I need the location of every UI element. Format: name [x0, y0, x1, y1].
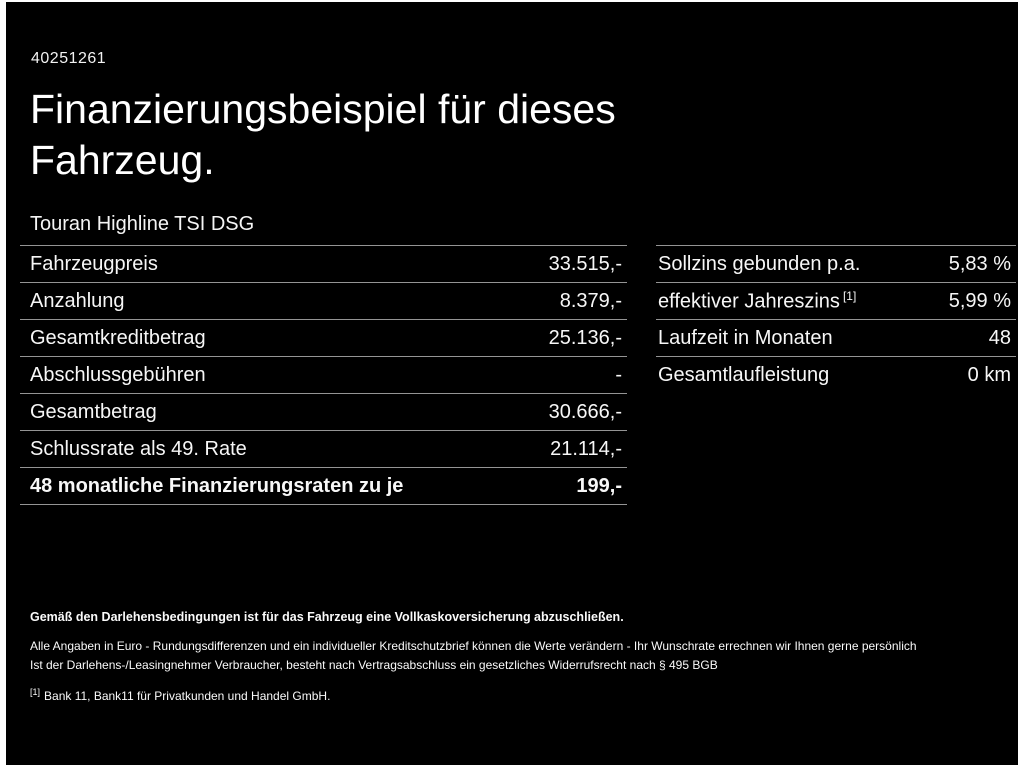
row-value: 0 km: [967, 363, 1011, 386]
table-row-gesamtbetrag: Gesamtbetrag 30.666,-: [20, 393, 627, 430]
row-value: 48: [988, 326, 1011, 349]
table-row-fahrzeugpreis: Fahrzeugpreis 33.515,-: [20, 245, 627, 282]
row-label: Laufzeit in Monaten: [658, 326, 833, 349]
finance-table-right: Sollzins gebunden p.a. 5,83 % effektiver…: [656, 245, 1016, 393]
row-label: effektiver Jahreszins [1]: [658, 288, 857, 313]
row-value: 5,99 %: [948, 289, 1011, 312]
vehicle-model: Touran Highline TSI DSG: [30, 213, 255, 235]
footnote-marker: [1]: [30, 687, 41, 697]
footnote-marker: [1]: [842, 288, 857, 303]
finance-example-page: 40251261 Finanzierungsbeispiel für diese…: [6, 2, 1018, 765]
table-row-anzahlung: Anzahlung 8.379,-: [20, 282, 627, 319]
footer-insurance-note: Gemäß den Darlehensbedingungen ist für d…: [30, 610, 624, 624]
row-value: 25.136,-: [548, 326, 622, 349]
table-row-laufzeit: Laufzeit in Monaten 48: [656, 319, 1016, 356]
table-row-monatliche-rate: 48 monatliche Finanzierungsraten zu je 1…: [20, 467, 627, 505]
finance-table-left: Fahrzeugpreis 33.515,- Anzahlung 8.379,-…: [20, 245, 627, 505]
row-label: Gesamtbetrag: [30, 400, 157, 423]
row-label: Abschlussgebühren: [30, 363, 206, 386]
table-row-sollzins: Sollzins gebunden p.a. 5,83 %: [656, 245, 1016, 282]
row-label: Gesamtkreditbetrag: [30, 326, 206, 349]
row-label: 48 monatliche Finanzierungsraten zu je: [30, 474, 404, 497]
row-value: -: [615, 363, 622, 386]
footer-notes: Gemäß den Darlehensbedingungen ist für d…: [30, 610, 998, 704]
row-value: 30.666,-: [548, 400, 622, 423]
footer-note-euro: Alle Angaben in Euro - Rundungsdifferenz…: [30, 639, 917, 653]
table-row-gesamtkreditbetrag: Gesamtkreditbetrag 25.136,-: [20, 319, 627, 356]
row-value: 33.515,-: [548, 252, 622, 275]
table-row-gesamtlaufleistung: Gesamtlaufleistung 0 km: [656, 356, 1016, 393]
row-label: Sollzins gebunden p.a.: [658, 252, 861, 275]
table-row-schlussrate: Schlussrate als 49. Rate 21.114,-: [20, 430, 627, 467]
page-title-line-2: Fahrzeug.: [30, 137, 215, 183]
row-label: Gesamtlaufleistung: [658, 363, 830, 386]
row-label: Fahrzeugpreis: [30, 252, 158, 275]
row-value: 5,83 %: [948, 252, 1011, 275]
table-row-effektiver-jahreszins: effektiver Jahreszins [1] 5,99 %: [656, 282, 1016, 319]
footer-bank-footnote: [1] Bank 11, Bank11 für Privatkunden und …: [30, 685, 998, 704]
vehicle-id: 40251261: [31, 50, 107, 67]
page-title: Finanzierungsbeispiel für dieses Fahrzeu…: [30, 84, 616, 186]
row-label: Schlussrate als 49. Rate: [30, 437, 247, 460]
table-row-abschlussgebuehren: Abschlussgebühren -: [20, 356, 627, 393]
footnote-text: Bank 11, Bank11 für Privatkunden und Han…: [44, 689, 331, 703]
row-value: 21.114,-: [550, 437, 622, 460]
row-value: 199,-: [576, 474, 622, 497]
page-title-line-1: Finanzierungsbeispiel für dieses: [30, 86, 616, 132]
row-value: 8.379,-: [559, 289, 622, 312]
footer-note-widerrufsrecht: Ist der Darlehens-/Leasingnehmer Verbrau…: [30, 658, 718, 672]
row-label: Anzahlung: [30, 289, 125, 312]
